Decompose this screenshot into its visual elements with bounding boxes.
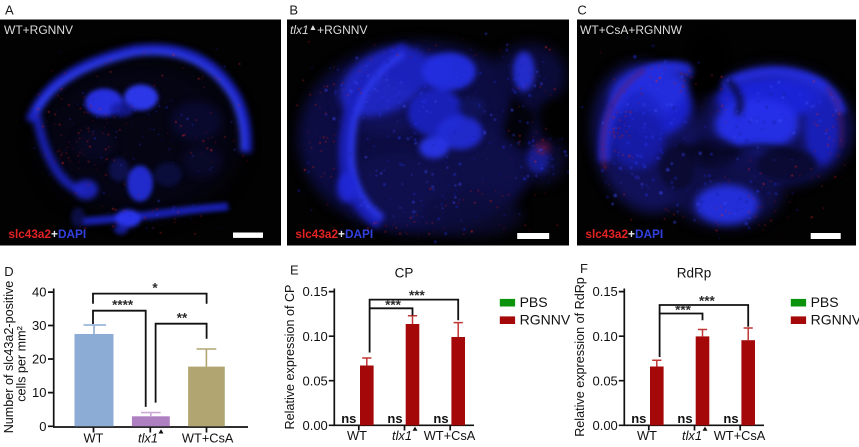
svg-text:0.00: 0.00 bbox=[302, 418, 327, 433]
svg-text:Relative expression of CP: Relative expression of CP bbox=[283, 285, 297, 430]
svg-text:tlx1: tlx1 bbox=[392, 428, 412, 443]
svg-text:Number of slc43a2-positive: Number of slc43a2-positive bbox=[2, 281, 16, 434]
svg-text:ns: ns bbox=[723, 411, 738, 426]
svg-text:PBS: PBS bbox=[811, 294, 839, 310]
svg-text:slc43a2+DAPI: slc43a2+DAPI bbox=[585, 227, 663, 241]
svg-text:WT+RGNNV: WT+RGNNV bbox=[4, 23, 73, 37]
svg-text:tlx1: tlx1 bbox=[682, 428, 702, 443]
svg-text:0.05: 0.05 bbox=[302, 373, 327, 388]
svg-text:RGNNV: RGNNV bbox=[520, 312, 571, 328]
svg-text:E: E bbox=[290, 263, 299, 278]
svg-text:20: 20 bbox=[32, 352, 46, 367]
svg-text:PBS: PBS bbox=[520, 294, 548, 310]
svg-text:CP: CP bbox=[395, 266, 414, 281]
svg-text:0.15: 0.15 bbox=[592, 284, 617, 299]
svg-text:WT+CsA: WT+CsA bbox=[714, 428, 766, 443]
svg-text:40: 40 bbox=[32, 285, 46, 300]
svg-text:ns: ns bbox=[433, 411, 448, 426]
svg-text:****: **** bbox=[112, 298, 134, 313]
svg-text:WT: WT bbox=[347, 428, 367, 443]
svg-text:**: ** bbox=[177, 311, 188, 326]
svg-text:0.10: 0.10 bbox=[302, 329, 327, 344]
svg-text:10: 10 bbox=[32, 385, 46, 400]
svg-text:D: D bbox=[4, 264, 13, 279]
svg-text:C: C bbox=[577, 3, 586, 18]
svg-text:ns: ns bbox=[387, 411, 402, 426]
svg-text:30: 30 bbox=[32, 318, 46, 333]
svg-text:WT+CsA+RGNNW: WT+CsA+RGNNW bbox=[580, 23, 683, 37]
svg-text:RdRp: RdRp bbox=[677, 266, 712, 281]
svg-text:tlx1▲+RGNNV: tlx1▲+RGNNV bbox=[290, 22, 367, 37]
svg-text:A: A bbox=[5, 3, 14, 18]
svg-text:Relative expression of RdRp: Relative expression of RdRp bbox=[573, 277, 587, 437]
svg-text:*: * bbox=[152, 281, 158, 296]
svg-text:***: *** bbox=[699, 293, 716, 308]
svg-text:ns: ns bbox=[631, 411, 646, 426]
svg-text:WT: WT bbox=[637, 428, 657, 443]
svg-text:0.15: 0.15 bbox=[302, 284, 327, 299]
svg-text:0: 0 bbox=[39, 419, 46, 434]
svg-text:WT+CsA: WT+CsA bbox=[424, 428, 476, 443]
svg-text:cells per mm²: cells per mm² bbox=[15, 326, 29, 402]
svg-text:0.10: 0.10 bbox=[592, 329, 617, 344]
svg-text:ns: ns bbox=[341, 411, 356, 426]
svg-text:B: B bbox=[289, 3, 298, 18]
svg-text:WT+CsA: WT+CsA bbox=[182, 431, 234, 446]
svg-text:slc43a2+DAPI: slc43a2+DAPI bbox=[8, 227, 86, 241]
svg-text:ns: ns bbox=[677, 411, 692, 426]
svg-text:tlx1: tlx1 bbox=[138, 431, 158, 446]
svg-text:0.05: 0.05 bbox=[592, 373, 617, 388]
svg-text:slc43a2+DAPI: slc43a2+DAPI bbox=[295, 227, 373, 241]
svg-text:0.00: 0.00 bbox=[592, 418, 617, 433]
svg-text:F: F bbox=[580, 261, 588, 276]
svg-text:***: *** bbox=[385, 298, 402, 313]
svg-text:***: *** bbox=[409, 288, 426, 303]
svg-text:WT: WT bbox=[83, 431, 103, 446]
svg-text:RGNNV: RGNNV bbox=[811, 312, 859, 328]
svg-text:***: *** bbox=[675, 303, 692, 318]
